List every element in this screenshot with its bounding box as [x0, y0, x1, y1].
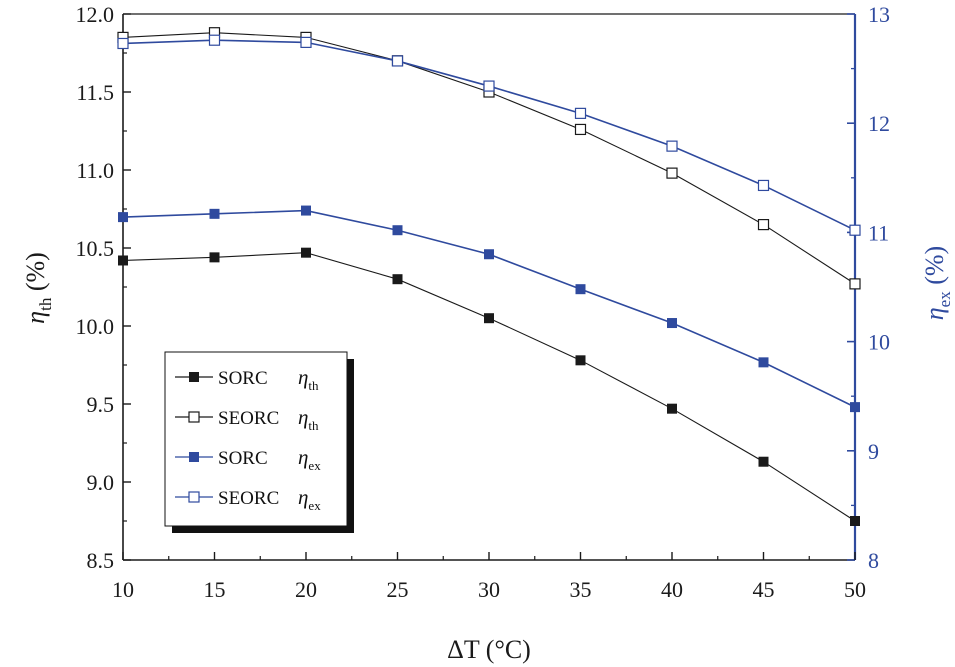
data-point — [117, 37, 129, 50]
legend-marker — [188, 491, 200, 503]
x-tick-label: 45 — [753, 577, 775, 602]
y2-axis-title: ηex (%) — [920, 246, 954, 320]
series-line — [122, 39, 856, 231]
legend-marker — [189, 452, 199, 462]
legend-marker — [189, 372, 199, 382]
series-sorc-th — [118, 247, 860, 526]
legend-entry: SEORC ηex — [175, 485, 321, 513]
data-point — [118, 255, 128, 266]
data-point — [757, 179, 770, 192]
y2-tick-label: 9 — [868, 439, 879, 464]
legend-entry: SORC ηth — [175, 365, 319, 393]
data-point — [575, 284, 586, 295]
axis-titles: ΔT (°C) ηth (%) ηex (%) — [21, 246, 954, 664]
series-layer — [117, 27, 861, 526]
data-point — [849, 224, 861, 236]
legend-entry: SEORC ηth — [175, 405, 319, 433]
series-sorc-ex — [118, 205, 860, 413]
x-tick-label: 50 — [844, 577, 866, 602]
y2-tick-label: 13 — [868, 2, 890, 27]
data-point — [758, 357, 769, 368]
x-axis-title: ΔT (°C) — [447, 635, 531, 664]
x-tick-label: 30 — [478, 577, 500, 602]
data-point — [391, 55, 404, 67]
data-point — [850, 516, 860, 526]
x-tick-label: 25 — [387, 577, 409, 602]
x-tick-label: 35 — [570, 577, 592, 602]
legend-symbol: ηex — [298, 445, 321, 473]
series-line — [122, 32, 856, 285]
data-point — [757, 219, 770, 231]
data-point — [849, 278, 861, 290]
legend-entry: SORC ηex — [175, 445, 321, 473]
data-point — [209, 252, 220, 263]
data-point — [484, 313, 494, 324]
data-point — [574, 123, 587, 136]
y-tick-label: 8.5 — [87, 548, 115, 573]
legend-symbol: ηth — [298, 365, 319, 393]
legend-label: SORC — [218, 448, 268, 469]
data-point — [667, 403, 677, 414]
y-tick-label: 9.0 — [87, 470, 115, 495]
y-tick-label: 11.5 — [76, 80, 114, 105]
y2-tick-label: 10 — [868, 330, 890, 355]
axes-layer: 8.5 9.0 9.5 10.0 10.5 11.0 11.5 12.0 8 9 10 11 12 13 1… — [76, 2, 891, 602]
data-point — [850, 402, 860, 413]
x-tick-label: 40 — [661, 577, 683, 602]
data-point — [575, 355, 586, 366]
y-tick-label: 10.5 — [76, 236, 115, 261]
data-point — [118, 212, 128, 223]
y-tick-label: 12.0 — [76, 2, 115, 27]
x-tick-label: 10 — [112, 577, 134, 602]
data-point — [301, 247, 311, 258]
y2-tick-label: 8 — [868, 548, 879, 573]
data-point — [758, 456, 769, 467]
data-point — [666, 140, 678, 152]
data-point — [209, 208, 220, 219]
data-point — [666, 167, 678, 179]
data-point — [301, 205, 311, 216]
legend-label: SEORC — [218, 408, 279, 429]
y-tick-label: 11.0 — [76, 158, 114, 183]
data-point — [484, 249, 494, 260]
data-point — [667, 318, 677, 329]
legend-label: SORC — [218, 368, 268, 389]
data-point — [392, 225, 403, 236]
x-tick-label: 20 — [295, 577, 317, 602]
legend-marker — [188, 411, 200, 423]
y-axis-title: ηth (%) — [21, 252, 55, 324]
data-point — [392, 274, 403, 285]
x-tick-label: 15 — [204, 577, 226, 602]
legend-symbol: ηth — [298, 405, 319, 433]
y2-tick-label: 12 — [868, 111, 890, 136]
y-tick-label: 10.0 — [76, 314, 115, 339]
legend-symbol: ηex — [298, 485, 321, 513]
legend-label: SEORC — [218, 488, 279, 509]
data-point — [483, 80, 495, 92]
data-point — [208, 34, 221, 46]
legend: SORC ηth SEORC ηth SORC ηex SEORC ηex — [164, 351, 354, 533]
data-point — [300, 36, 312, 48]
data-point — [574, 107, 587, 119]
series-seorc-ex — [117, 34, 861, 236]
y-tick-label: 9.5 — [87, 392, 115, 417]
y2-tick-label: 11 — [868, 220, 889, 245]
